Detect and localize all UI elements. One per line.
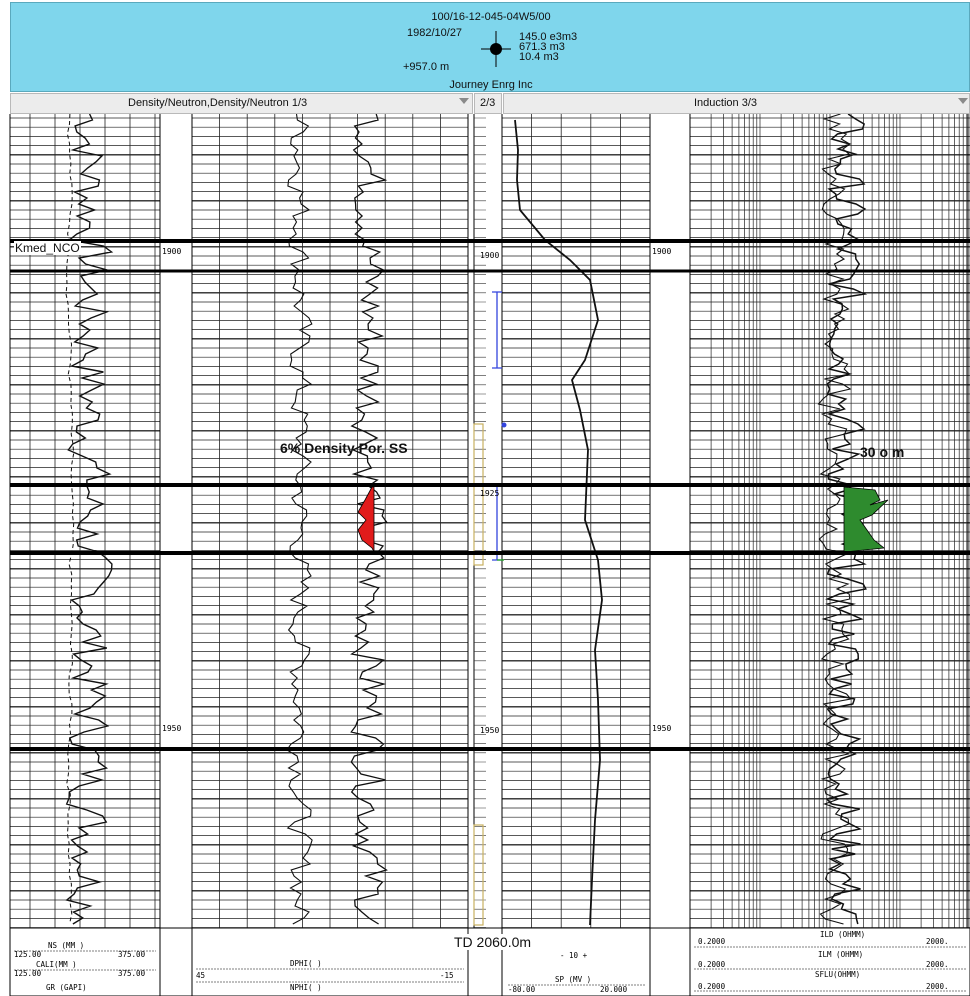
footer-sp-right: 20.000 — [600, 985, 628, 994]
track-gap — [160, 114, 192, 928]
footer-ns-left: 125.00 — [14, 950, 42, 959]
footer-dphi-right: -15 — [440, 971, 454, 980]
footer-cali-left: 125.00 — [14, 969, 42, 978]
core-interval-marker — [473, 423, 484, 566]
density-pay-fill — [357, 486, 375, 553]
sp-curve — [514, 119, 603, 926]
footer-cali-label: CALI(MM ) — [36, 960, 77, 969]
footer-dividers — [159, 928, 691, 996]
footer-dphi-label: DPHI( ) — [290, 959, 322, 968]
footer-ilm-label: ILM (OHMM) — [818, 950, 863, 959]
chevron-down-icon[interactable] — [958, 98, 968, 104]
operator-name: Journey Enrg Inc — [449, 79, 533, 91]
log-panel: 1900 1900 1900 1925 1950 1950 1950 NS (MM ) 125… — [9, 114, 970, 996]
perforation-interval-marker — [492, 291, 502, 369]
depth-label: 1900 — [652, 247, 671, 256]
depth-label: 1950 — [162, 724, 181, 733]
ilm-curve — [817, 114, 852, 925]
core-interval-marker — [473, 824, 484, 926]
footer-sp-scale: - 10 + — [560, 951, 588, 960]
footer-ilm-left: 0.2000 — [698, 960, 726, 969]
gas-well-icon — [481, 31, 511, 67]
spud-date: 1982/10/27 — [407, 27, 463, 39]
footer-ilm-right: 2000. — [926, 960, 949, 969]
tab-depth-label: 2/3 — [480, 97, 496, 109]
resistivity-cutoff-annotation: 30 o m — [860, 444, 905, 460]
footer-ns-right: 375.00 — [118, 950, 146, 959]
density-cutoff-annotation: 6% Density Por. SS — [280, 440, 408, 456]
depth-label: 1900 — [162, 247, 181, 256]
well-header: 100/16-12-045-04W5/00 1982/10/27 +957.0 … — [10, 2, 970, 92]
footer-dphi-left: 45 — [196, 971, 205, 980]
footer-cali-right: 375.00 — [118, 969, 146, 978]
footer-sflu-right: 2000. — [926, 982, 949, 991]
depth-label: 1925 — [480, 489, 499, 498]
point-marker — [501, 422, 507, 428]
tab-induction-label: Induction 3/3 — [694, 97, 757, 109]
elevation: +957.0 m — [403, 61, 450, 73]
footer-sflu-label: SFLU(OHMM) — [815, 970, 860, 979]
gamma-ray-curve — [65, 114, 114, 925]
footer-ild-right: 2000. — [926, 937, 949, 946]
tab-density-neutron[interactable]: Density/Neutron,Density/Neutron 1/3 — [10, 93, 473, 114]
footer-gr-label: GR (GAPI) — [46, 983, 87, 992]
well-uwi: 100/16-12-045-04W5/00 — [431, 11, 551, 23]
footer-sflu-left: 0.2000 — [698, 982, 726, 991]
footer-sp-label: SP (MV ) — [555, 975, 591, 984]
resistivity-pay-fill — [843, 486, 889, 553]
footer-nphi-label: NPHI( ) — [290, 983, 322, 992]
footer-sp-left: -80.00 — [508, 985, 536, 994]
production-gas: 145.0 e3m3 — [519, 31, 578, 43]
total-depth-label: TD 2060.0m — [452, 934, 534, 950]
depth-label: 1900 — [480, 251, 499, 260]
production-water: 10.4 m3 — [519, 51, 559, 63]
nphi-curve — [350, 114, 388, 925]
depth-label: 1950 — [652, 724, 671, 733]
dphi-curve — [286, 114, 313, 925]
chevron-down-icon[interactable] — [459, 98, 469, 104]
footer-ild-label: ILD (OHMM) — [820, 930, 865, 939]
track-gap — [650, 114, 690, 928]
production-oil: 671.3 m3 — [519, 41, 565, 53]
footer-ns-label: NS (MM ) — [48, 941, 84, 950]
formation-top-label: Kmed_NCO — [14, 241, 81, 255]
tab-depth[interactable]: 2/3 — [474, 93, 502, 114]
depth-label: 1950 — [480, 726, 499, 735]
footer-scale-lines — [14, 946, 966, 992]
tab-induction[interactable]: Induction 3/3 — [503, 93, 970, 114]
depth-ticks — [474, 117, 486, 928]
tab-density-label: Density/Neutron,Density/Neutron 1/3 — [128, 97, 308, 109]
footer-ild-left: 0.2000 — [698, 937, 726, 946]
